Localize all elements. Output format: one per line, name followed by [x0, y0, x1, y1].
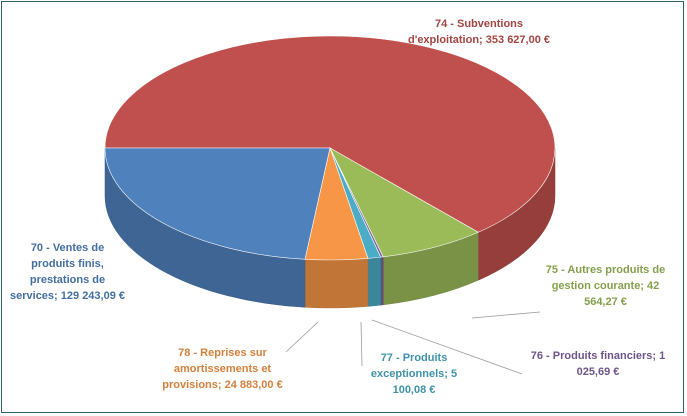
leader-line	[285, 321, 319, 353]
leader-line	[371, 319, 523, 375]
data-label: 78 - Reprises sur amortissements et prov…	[155, 345, 290, 393]
slice	[104, 147, 331, 260]
slice	[104, 35, 556, 233]
slice-tops	[104, 35, 556, 261]
data-label: 74 - Subventions d'exploitation; 353 627…	[404, 16, 554, 48]
value-label: 42 564,27 €	[584, 280, 660, 308]
slice	[329, 147, 479, 258]
category-label: 78 - Reprises sur amortissements et prov…	[162, 347, 272, 391]
category-label: 70 - Ventes de produits finis, prestatio…	[10, 242, 106, 302]
slice-side	[380, 256, 384, 306]
data-label: 76 - Produits financiers; 1 025,69 €	[518, 348, 678, 380]
category-label: 74 - Subventions d'exploitation;	[407, 18, 524, 46]
slice-side	[367, 256, 381, 307]
category-label: 77 - Produits exceptionnels;	[370, 352, 448, 380]
data-label: 70 - Ventes de produits finis, prestatio…	[10, 240, 125, 304]
value-label: 5 100,08 €	[392, 368, 458, 396]
value-label: 353 627,00 €	[485, 34, 551, 46]
data-label: 77 - Produits exceptionnels; 5 100,08 €	[360, 350, 468, 398]
category-label: 75 - Autres produits de gestion courante…	[545, 264, 666, 292]
leader-line	[471, 311, 541, 319]
value-label: 24 883,00 €	[224, 379, 283, 391]
leader-line	[360, 321, 363, 367]
slice-side	[304, 258, 369, 309]
value-label: 129 243,09 €	[60, 290, 126, 302]
value-label: 1 025,69 €	[576, 350, 666, 378]
data-label: 75 - Autres produits de gestion courante…	[538, 262, 673, 310]
category-label: 76 - Produits financiers;	[530, 350, 657, 362]
